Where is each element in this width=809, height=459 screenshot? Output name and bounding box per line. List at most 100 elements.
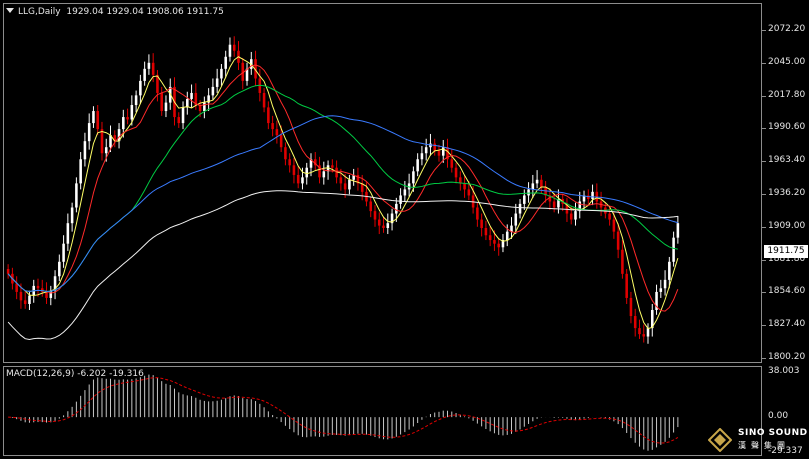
candle: [633, 308, 637, 337]
candle: [203, 96, 206, 119]
price-axis-tick: [762, 259, 766, 261]
candle: [582, 190, 586, 210]
current-price-box: 1911.75: [764, 245, 808, 258]
logo-text-en: SINO SOUND: [738, 428, 808, 438]
price-axis-label: 1800.20: [768, 352, 806, 362]
candle: [70, 202, 74, 232]
ma5-line: [7, 56, 679, 330]
logo-text-cn: 漢聲集團: [738, 441, 790, 450]
candle: [446, 138, 449, 168]
price-axis-label: 1963.40: [768, 155, 806, 166]
ma60-line: [7, 115, 678, 293]
candle: [177, 112, 181, 128]
candle: [245, 62, 249, 86]
candle: [160, 86, 163, 116]
candle: [531, 174, 535, 198]
price-axis-tick: [762, 128, 766, 130]
candle: [501, 234, 505, 253]
symbol-timeframe: LLG,Daily: [18, 7, 61, 17]
candle: [23, 290, 27, 309]
candle: [497, 238, 500, 256]
candle: [326, 160, 330, 180]
candle: [62, 235, 65, 268]
candle: [267, 101, 270, 130]
price-axis-label: 1881.80: [768, 253, 806, 264]
candle: [331, 159, 334, 173]
price-axis-tick: [762, 226, 766, 228]
candle: [58, 254, 61, 282]
candle: [190, 84, 193, 108]
candle: [574, 202, 577, 226]
candle: [484, 220, 488, 241]
candle: [45, 282, 48, 304]
candle: [450, 149, 454, 173]
macd-panel[interactable]: [3, 366, 762, 456]
candle: [15, 276, 18, 300]
candle: [377, 212, 381, 235]
candle: [36, 278, 40, 297]
candle: [100, 121, 104, 161]
candle: [126, 108, 129, 125]
candle: [232, 36, 236, 57]
candle: [96, 105, 99, 136]
candle: [407, 173, 411, 197]
candle: [296, 166, 300, 189]
candle: [510, 217, 513, 239]
logo-diamond-icon: [708, 428, 732, 452]
candle: [220, 64, 223, 86]
candle: [75, 177, 78, 213]
candle: [663, 270, 667, 296]
candle: [28, 290, 31, 311]
macd-axis-label: 0.00: [768, 411, 789, 422]
candle: [156, 70, 159, 102]
candle: [215, 68, 219, 93]
candle: [638, 319, 641, 339]
ma30-line: [7, 84, 678, 293]
candle: [476, 202, 479, 227]
price-axis-tick: [762, 95, 766, 97]
candle: [271, 115, 274, 137]
candle: [480, 213, 483, 237]
macd-signal-line: [8, 377, 679, 444]
price-axis-label: 1909.00: [768, 220, 806, 231]
candle: [343, 173, 347, 198]
candle: [565, 197, 569, 222]
candle: [676, 215, 680, 244]
candle: [650, 303, 654, 337]
price-chart-panel[interactable]: [3, 3, 762, 363]
price-axis-tick: [762, 325, 766, 327]
candle: [83, 132, 87, 167]
candle: [352, 168, 355, 186]
candle: [181, 101, 185, 130]
candle: [527, 182, 530, 203]
candle: [433, 138, 436, 156]
candle: [608, 207, 611, 226]
candle: [373, 205, 377, 227]
candle: [612, 212, 616, 239]
candle: [463, 176, 466, 198]
ohlc-readout: 1929.04 1929.04 1908.06 1911.75: [66, 7, 224, 17]
dropdown-triangle-icon[interactable]: [6, 8, 14, 13]
candle: [139, 74, 142, 104]
ma150-line: [7, 190, 678, 340]
candle: [578, 191, 582, 219]
chart-header: LLG,Daily 1929.04 1929.04 1908.06 1911.7…: [6, 7, 224, 17]
candle: [668, 256, 671, 289]
candle: [275, 120, 279, 144]
candle: [454, 162, 458, 184]
candle: [523, 189, 526, 210]
candle: [109, 125, 112, 153]
candle: [595, 183, 599, 209]
price-axis-tick: [762, 194, 766, 195]
candle: [211, 78, 215, 101]
candle: [147, 54, 151, 75]
price-axis-tick: [762, 30, 766, 31]
price-axis-tick: [762, 62, 766, 64]
candle: [66, 213, 70, 251]
candle: [224, 50, 227, 78]
candle: [164, 95, 168, 118]
candle: [40, 279, 44, 297]
candle: [53, 270, 57, 300]
